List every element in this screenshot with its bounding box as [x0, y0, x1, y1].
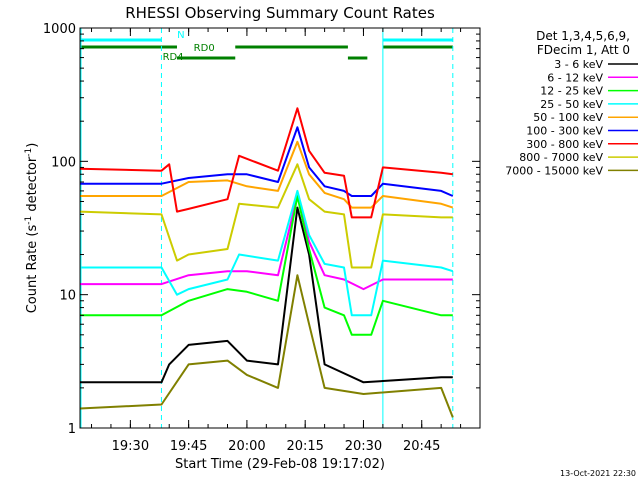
x-axis-label: Start Time (29-Feb-08 19:17:02) [175, 457, 385, 472]
legend-entry-label: 100 - 300 keV [526, 125, 603, 138]
y-tick-label: 1000 [43, 22, 76, 37]
x-tick-label: 20:30 [345, 439, 382, 454]
legend-entry-label: 800 - 7000 keV [519, 151, 603, 164]
legend-header-detectors: Det 1,3,4,5,6,9, [536, 29, 630, 43]
plot-frame [79, 27, 481, 429]
legend-entry-label: 25 - 50 keV [540, 98, 603, 111]
x-tick-label: 19:45 [170, 439, 207, 454]
legend-entry-label: 7000 - 15000 keV [505, 164, 603, 177]
legend-entry-label: 50 - 100 keV [533, 111, 603, 124]
legend-entry-label: 3 - 6 keV [554, 58, 603, 71]
y-tick-label: 100 [51, 155, 76, 170]
x-tick-label: 19:30 [112, 439, 149, 454]
legend-entry-label: 6 - 12 keV [547, 71, 603, 84]
flag-label-rd0: RD0 [194, 43, 215, 54]
flag-bars: N RD0 RD4 [79, 28, 454, 428]
series-line [79, 107, 453, 219]
flag-label-rd4: RD4 [163, 52, 184, 63]
series-line [79, 206, 453, 384]
series-line [79, 274, 454, 418]
legend-entry-label: 300 - 800 keV [526, 138, 603, 151]
x-tick-label: 20:15 [286, 439, 323, 454]
series-line [79, 163, 453, 269]
series-line [79, 195, 453, 291]
series-line [79, 140, 454, 209]
series-line [79, 126, 454, 197]
legend: Det 1,3,4,5,6,9, FDecim 1, Att 0 3 - 6 k… [505, 29, 638, 177]
chart-title: RHESSI Observing Summary Count Rates [125, 4, 435, 22]
legend-entry-label: 12 - 25 keV [540, 85, 603, 98]
series-line [79, 195, 453, 336]
flag-label-n: N [177, 30, 184, 41]
x-tick-label: 20:00 [228, 439, 265, 454]
y-tick-label: 10 [59, 289, 76, 304]
y-axis-ticks: 1 10 100 1000 [43, 22, 480, 437]
x-tick-label: 20:45 [403, 439, 440, 454]
y-tick-label: 1 [68, 422, 76, 437]
series-lines [79, 107, 454, 418]
series-line [79, 189, 454, 317]
footer-timestamp: 13-Oct-2021 22:30 [560, 469, 636, 478]
x-axis-ticks: 19:30 19:45 20:00 20:15 20:30 20:45 [91, 28, 481, 454]
y-axis-label: Count Rate (s-1 detector-1) [24, 143, 40, 314]
legend-header-fdecim: FDecim 1, Att 0 [537, 43, 630, 57]
